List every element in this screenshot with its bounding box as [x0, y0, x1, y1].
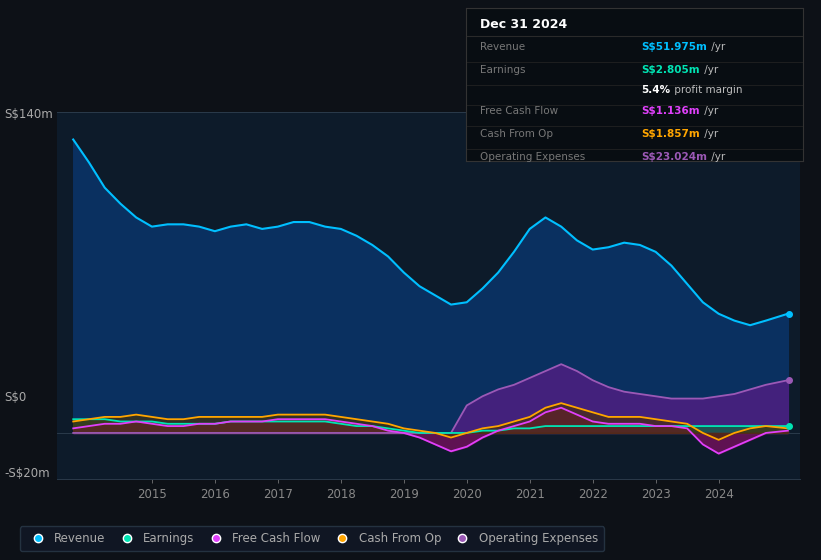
Text: -S$20m: -S$20m	[4, 466, 50, 480]
Text: Earnings: Earnings	[479, 65, 525, 75]
Text: S$1.857m: S$1.857m	[641, 129, 700, 139]
Text: S$1.136m: S$1.136m	[641, 106, 700, 116]
Text: /yr: /yr	[708, 152, 725, 162]
Text: Operating Expenses: Operating Expenses	[479, 152, 585, 162]
Text: /yr: /yr	[700, 106, 718, 116]
Text: S$51.975m: S$51.975m	[641, 42, 707, 52]
Text: /yr: /yr	[700, 129, 718, 139]
Text: Free Cash Flow: Free Cash Flow	[479, 106, 558, 116]
Legend: Revenue, Earnings, Free Cash Flow, Cash From Op, Operating Expenses: Revenue, Earnings, Free Cash Flow, Cash …	[20, 526, 604, 551]
Text: Cash From Op: Cash From Op	[479, 129, 553, 139]
Text: S$0: S$0	[4, 391, 26, 404]
Text: 5.4%: 5.4%	[641, 85, 671, 95]
Text: Dec 31 2024: Dec 31 2024	[479, 17, 567, 31]
Text: /yr: /yr	[700, 65, 718, 75]
Text: profit margin: profit margin	[671, 85, 742, 95]
Text: /yr: /yr	[708, 42, 725, 52]
Text: S$23.024m: S$23.024m	[641, 152, 708, 162]
Text: S$2.805m: S$2.805m	[641, 65, 700, 75]
Text: S$140m: S$140m	[4, 108, 53, 122]
Text: Revenue: Revenue	[479, 42, 525, 52]
